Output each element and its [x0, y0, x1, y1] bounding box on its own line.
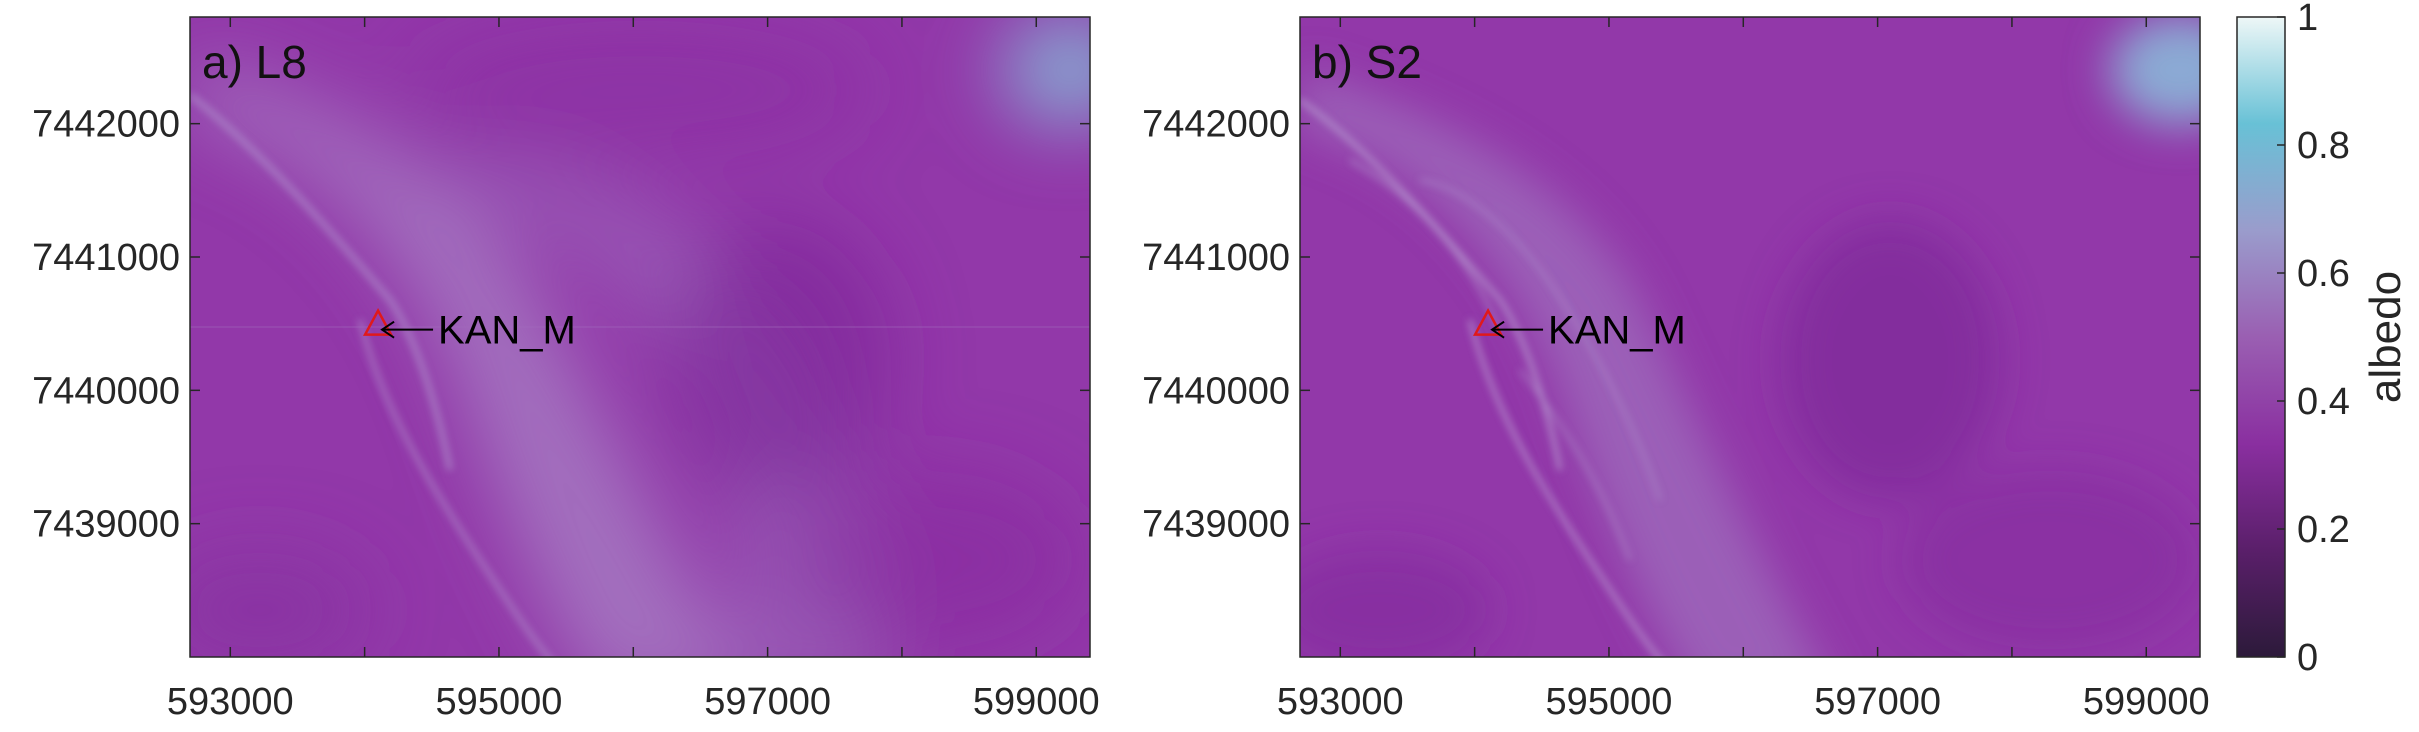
colorbar: 0 0.2 0.4 0.6 0.8 1 albedo [2236, 0, 2410, 679]
axes-frame-l8 [189, 16, 1091, 658]
station-triangle-icon [1472, 308, 1504, 336]
colorbar-tick-label: 0.8 [2297, 125, 2350, 167]
x-tick-label: 599000 [973, 681, 1100, 723]
y-axis-l8: 7442000 7441000 7440000 7439000 [32, 104, 1090, 546]
x-axis-s2: 593000 595000 597000 599000 [1277, 17, 2210, 723]
y-tick-label: 7442000 [32, 104, 180, 146]
x-tick-label: 595000 [1546, 681, 1673, 723]
y-tick-label: 7440000 [32, 370, 180, 412]
y-axis-s2: 7442000 7441000 7440000 7439000 [1142, 104, 2200, 546]
panel-label-l8: a) L8 [202, 36, 307, 88]
axes-frame-s2 [1299, 16, 2201, 658]
x-tick-label: 597000 [704, 681, 831, 723]
x-tick-label: 597000 [1814, 681, 1941, 723]
pointer-arrow-head-icon [1490, 320, 1505, 339]
y-tick-label: 7441000 [32, 237, 180, 279]
colorbar-tick-label: 0.4 [2297, 381, 2350, 423]
panel-s2: 593000 595000 597000 599000 744200074410007… [1142, 16, 2210, 723]
y-tick-label: 7441000 [1142, 237, 1290, 279]
x-axis-l8: 593000 595000 597000 599000 [167, 17, 1100, 723]
station-marker-l8: KAN_M [362, 308, 576, 353]
x-tick-label: 599000 [2083, 681, 2210, 723]
station-label: KAN_M [1548, 309, 1686, 353]
colorbar-tick-label: 0.6 [2297, 253, 2350, 295]
pointer-arrow-head-icon [380, 320, 395, 339]
y-tick-label: 7439000 [1142, 504, 1290, 546]
y-tick-label: 7442000 [1142, 104, 1290, 146]
x-tick-label: 595000 [436, 681, 563, 723]
station-label: KAN_M [438, 309, 576, 353]
station-marker-s2: KAN_M [1472, 308, 1686, 353]
colorbar-tick-label: 0 [2297, 637, 2318, 679]
y-tick-label: 7440000 [1142, 370, 1290, 412]
colorbar-title: albedo [2361, 271, 2410, 403]
x-tick-label: 593000 [167, 681, 294, 723]
colorbar-gradient [2236, 16, 2286, 658]
station-triangle-icon [362, 308, 394, 336]
panel-label-s2: b) S2 [1312, 36, 1422, 88]
colorbar-tick-label: 1 [2297, 0, 2318, 39]
albedo-texture-l8 [190, 17, 1090, 657]
colorbar-ticks: 0 0.2 0.4 0.6 0.8 1 [2277, 0, 2350, 679]
x-tick-label: 593000 [1277, 681, 1404, 723]
colorbar-tick-label: 0.2 [2297, 509, 2350, 551]
albedo-texture-s2 [1300, 17, 2200, 657]
panel-l8: 593000 595000 597000 599000 744200074410007… [32, 16, 1100, 723]
y-tick-label: 7439000 [32, 504, 180, 546]
